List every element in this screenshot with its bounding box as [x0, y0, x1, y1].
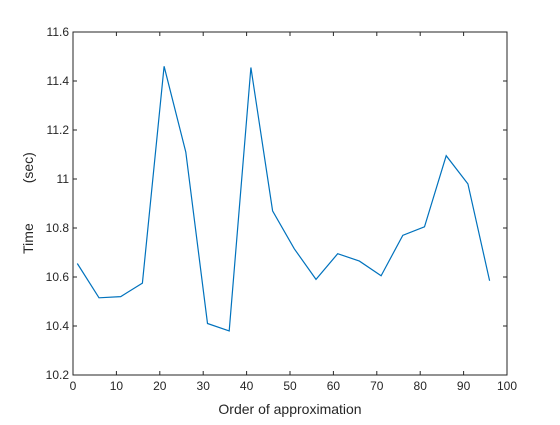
y-axis: 10.2 10.4 10.6 10.8 11 11.2 11.4 11.6: [46, 25, 507, 382]
x-tick-label: 60: [327, 379, 341, 393]
y-tick-label: 10.2: [46, 368, 70, 382]
x-tick-label: 90: [457, 379, 471, 393]
x-tick-label: 70: [370, 379, 384, 393]
y-tick-label: 11.2: [47, 123, 70, 137]
y-axis-label: Time (sec): [20, 152, 36, 254]
x-axis-label: Order of approximation: [218, 401, 361, 417]
x-tick-label: 0: [70, 379, 77, 393]
plot-area: [72, 31, 508, 376]
y-tick-label: 10.4: [46, 319, 70, 333]
x-axis: 0 10 20 30 40 50 60 70 80 90 100: [70, 32, 517, 393]
x-tick-label: 100: [497, 379, 517, 393]
y-tick-label: 10.8: [46, 221, 70, 235]
y-axis-label-quantity: Time: [20, 223, 36, 254]
y-tick-label: 11.6: [47, 25, 70, 39]
y-axis-label-unit: (sec): [20, 152, 36, 183]
x-tick-label: 30: [197, 379, 211, 393]
series-line: [76, 66, 491, 332]
x-tick-label: 40: [240, 379, 254, 393]
y-tick-label: 10.6: [46, 270, 70, 284]
x-tick-label: 20: [153, 379, 167, 393]
y-tick-label: 11: [57, 172, 70, 186]
x-tick-label: 10: [110, 379, 124, 393]
y-tick-label: 11.4: [47, 74, 70, 88]
x-tick-label: 50: [283, 379, 297, 393]
x-tick-label: 80: [414, 379, 428, 393]
